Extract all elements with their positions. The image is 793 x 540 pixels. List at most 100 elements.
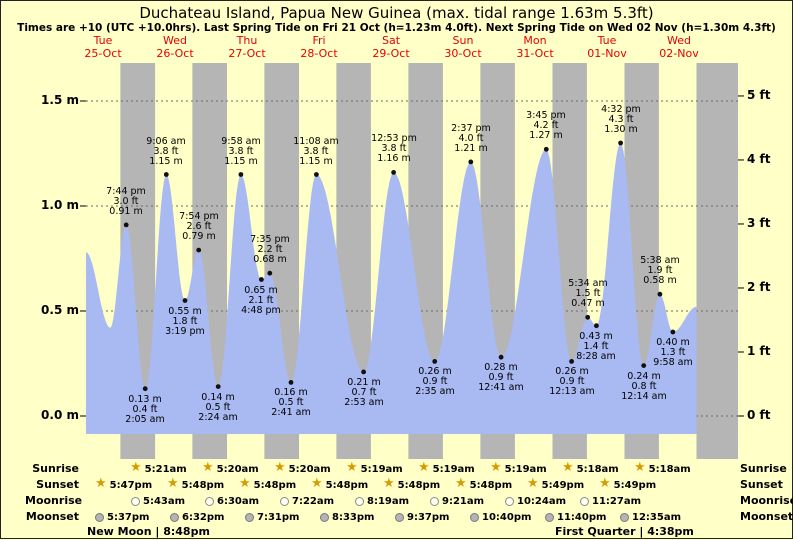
sunset-event: ★ 5:48pm — [455, 476, 513, 492]
tide-low-label: 0.65 m 2.1 ft 4:48 pm — [241, 285, 281, 316]
tide-high-label: 7:35 pm 2.2 ft 0.68 m — [250, 234, 290, 265]
ft-axis-label: 2 ft — [747, 279, 771, 294]
moonset-time: 10:40pm — [482, 511, 532, 523]
sunset-event: ★ 5:49pm — [599, 476, 657, 492]
tide-high-label: 7:54 pm 2.6 ft 0.79 m — [179, 211, 219, 242]
tide-point-dot — [196, 247, 202, 253]
sunrise-event: ★ 5:19am — [418, 460, 475, 476]
sunset-time: 5:49pm — [613, 479, 657, 491]
day-label: Wed 02-Nov — [659, 34, 699, 60]
sunset-time: 5:49pm — [541, 479, 585, 491]
sunset-event: ★ 5:49pm — [527, 477, 585, 492]
tide-high-label: 9:58 am 3.8 ft 1.15 m — [221, 136, 261, 167]
tide-point-dot — [670, 329, 676, 335]
ft-axis-label: 0 ft — [747, 408, 771, 422]
moonrise-event: 7:22am — [280, 494, 334, 508]
sunrise-time: 5:20am — [288, 463, 331, 475]
tide-high-label: 9:06 am 3.8 ft 1.15 m — [146, 136, 186, 167]
sunset-time: 5:48pm — [181, 479, 225, 491]
moonrise-event: 6:30am — [205, 494, 259, 508]
tide-high-label: 7:44 pm 3.0 ft 0.91 m — [106, 186, 146, 217]
sunrise-star-icon: ★ — [490, 460, 502, 475]
moonset-time: 11:40pm — [557, 511, 607, 523]
night-band — [696, 63, 738, 459]
moonrise-moon-icon — [430, 496, 439, 506]
sunset-event: ★ 5:48pm — [311, 476, 368, 492]
moonrise-moon-icon — [355, 496, 364, 506]
sunset-event: ★ 5:48pm — [383, 476, 440, 492]
sunrise-event: ★ 5:20am — [274, 461, 331, 476]
sunrise-event: ★ 5:19am — [346, 461, 403, 476]
sunrise-time: 5:18am — [648, 463, 691, 475]
tide-low-label: 0.28 m 0.9 ft 12:41 am — [478, 362, 524, 393]
moonset-moon-icon — [395, 512, 404, 522]
sunrise-star-icon: ★ — [202, 460, 214, 475]
tide-high-label: 2:37 pm 4.0 ft 1.21 m — [451, 123, 491, 154]
moonrise-event: 10:24am — [505, 494, 566, 508]
side-label-right-sunrise: Sunrise — [740, 462, 787, 475]
moonset-event: 8:33pm — [320, 510, 374, 524]
sunset-event: ★ 5:48pm — [167, 476, 225, 492]
spring-tide-subtitle: Times are +10 (UTC +10.0hrs). Last Sprin… — [17, 22, 776, 34]
moonset-moon-icon — [245, 512, 254, 522]
sunrise-time: 5:21am — [144, 463, 187, 475]
moonrise-time: 8:19am — [367, 495, 410, 507]
sunset-star-icon: ★ — [383, 476, 395, 491]
moonrise-time: 5:43am — [143, 495, 186, 507]
tide-point-dot — [259, 277, 264, 282]
m-axis-label: 1.0 m — [41, 198, 79, 212]
tide-low-label: 0.24 m 0.8 ft 12:14 am — [621, 371, 667, 402]
tide-low-label: 0.21 m 0.7 ft 2:53 am — [344, 377, 384, 408]
sunrise-star-icon: ★ — [562, 460, 574, 475]
day-label: Tue 01-Nov — [587, 34, 627, 60]
tide-point-dot — [618, 140, 623, 146]
moonset-time: 7:31pm — [257, 511, 300, 523]
tide-low-label: 0.26 m 0.9 ft 12:13 am — [549, 366, 595, 397]
moonrise-moon-icon — [280, 496, 289, 506]
tide-low-label: 0.43 m 1.4 ft 8:28 am — [576, 331, 616, 362]
sunset-star-icon: ★ — [311, 476, 323, 491]
tide-point-dot — [238, 172, 244, 177]
sunrise-time: 5:20am — [216, 463, 259, 475]
sunrise-event: ★ 5:20am — [202, 460, 259, 476]
tide-point-dot — [267, 270, 273, 276]
sunrise-star-icon: ★ — [634, 460, 646, 475]
tide-point-dot — [163, 172, 169, 177]
tide-high-label: 4:32 pm 4.3 ft 1.30 m — [601, 104, 641, 135]
moonset-moon-icon — [620, 512, 629, 522]
tide-high-label: 5:38 am 1.9 ft 0.58 m — [640, 255, 680, 286]
sunset-event: ★ 5:48pm — [239, 477, 296, 492]
sunset-time: 5:48pm — [469, 479, 513, 491]
sunset-star-icon: ★ — [599, 476, 611, 491]
moonrise-time: 9:21am — [442, 495, 485, 507]
day-label: Fri 28-Oct — [300, 34, 338, 60]
moonset-time: 12:35am — [632, 511, 681, 523]
moonset-moon-icon — [470, 512, 479, 522]
tide-point-dot — [215, 384, 221, 389]
tide-point-dot — [594, 323, 599, 329]
sunset-star-icon: ★ — [455, 476, 467, 491]
sunrise-star-icon: ★ — [418, 460, 430, 475]
tide-low-label: 0.26 m 0.9 ft 2:35 am — [415, 366, 455, 397]
sunset-star-icon: ★ — [95, 476, 107, 491]
moonset-time: 9:37pm — [407, 511, 450, 523]
moon-phase-label: First Quarter | 4:38pm — [555, 525, 694, 538]
sunset-star-icon: ★ — [167, 476, 179, 491]
moonset-event: 11:40pm — [545, 510, 606, 524]
side-label-right-sunset: Sunset — [740, 478, 783, 491]
moonset-event: 9:37pm — [395, 510, 449, 524]
tide-point-dot — [288, 380, 294, 385]
day-label: Thu 27-Oct — [228, 34, 266, 60]
m-axis-label: 0.5 m — [41, 303, 79, 317]
day-label: Tue 25-Oct — [84, 34, 122, 60]
moonrise-event: 9:21am — [430, 494, 484, 508]
sunset-event: ★ 5:47pm — [95, 476, 152, 492]
page-title: Duchateau Island, Papua New Guinea (max.… — [139, 4, 654, 22]
tide-point-dot — [543, 146, 549, 152]
m-axis-label: 1.5 m — [41, 93, 79, 107]
tide-point-dot — [468, 159, 474, 165]
tide-low-label: 0.40 m 1.3 ft 9:58 am — [653, 337, 693, 368]
moonrise-moon-icon — [131, 496, 140, 506]
moonset-time: 5:37pm — [107, 511, 150, 523]
